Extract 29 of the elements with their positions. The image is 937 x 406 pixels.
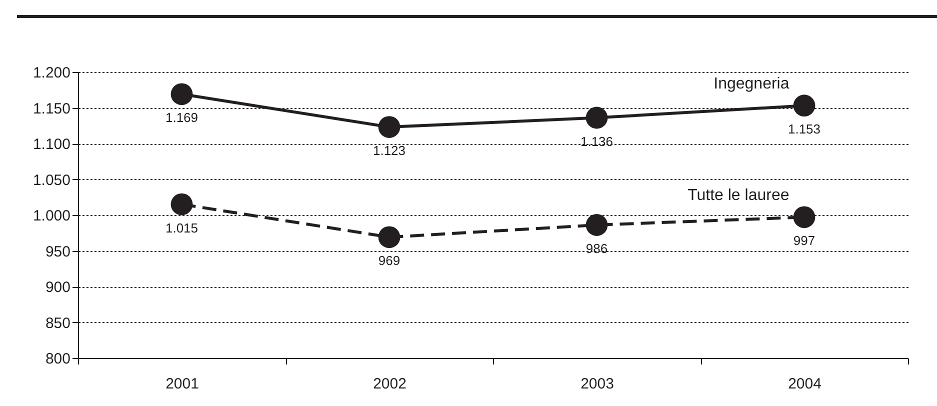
y-tick-label: 950 <box>45 243 70 260</box>
point <box>586 214 608 236</box>
y-tick-label: 900 <box>45 279 70 296</box>
data-label: 997 <box>793 233 816 248</box>
data-label: 1.015 <box>165 220 198 236</box>
y-tick-label: 1.000 <box>32 208 70 224</box>
x-tick-label: 2002 <box>373 376 406 392</box>
series-label: Ingegneria <box>714 76 790 93</box>
y-tick-label: 1.050 <box>32 172 70 189</box>
data-label: 969 <box>378 253 400 268</box>
point <box>170 193 193 216</box>
y-tick-label: 1.100 <box>32 136 70 153</box>
point <box>170 83 193 106</box>
y-tick-label: 1.200 <box>32 64 70 82</box>
y-tick-label: 850 <box>45 314 70 332</box>
point <box>378 116 400 138</box>
point <box>793 206 816 228</box>
data-label: 1.123 <box>372 143 406 158</box>
y-tick-label: 800 <box>45 350 70 368</box>
x-tick-label: 2003 <box>580 376 614 392</box>
data-label: 1.169 <box>165 110 198 126</box>
x-tick-label: 2001 <box>166 376 199 392</box>
data-label: 1.153 <box>788 122 821 137</box>
point <box>378 226 400 248</box>
x-tick-label: 2004 <box>788 376 822 392</box>
series-label: Tutte le lauree <box>688 187 790 204</box>
point <box>586 106 608 129</box>
point <box>793 94 816 117</box>
y-tick-label: 1.150 <box>32 100 70 118</box>
